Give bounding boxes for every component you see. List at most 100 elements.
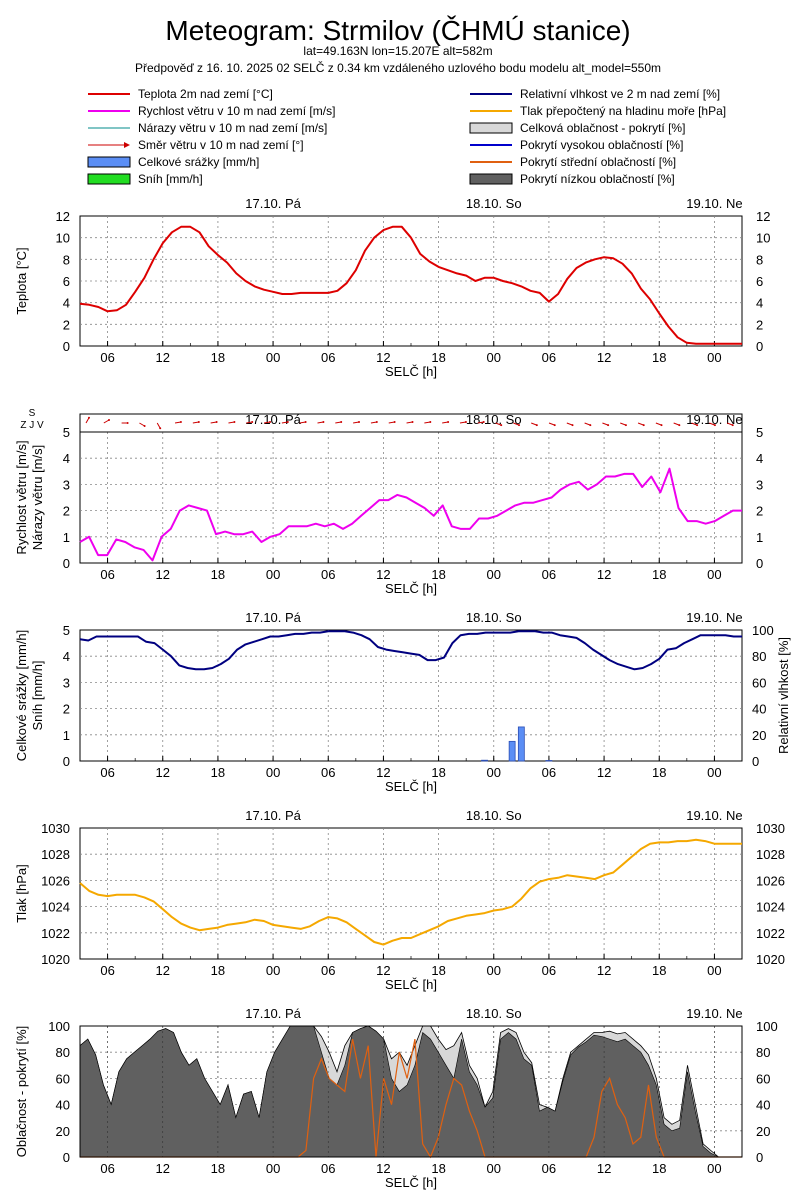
wind-arrow-head [500, 424, 503, 427]
x-tick-label: 18 [431, 963, 445, 978]
wind-arrow-head [553, 424, 556, 427]
y-tick-label-left: 8 [63, 252, 70, 267]
y-tick-label-right: 60 [756, 1071, 770, 1086]
x-tick-label: 06 [100, 1161, 114, 1176]
series-line-pressure [79, 838, 742, 946]
wind-arrow-head [696, 424, 699, 427]
y2-tick-label: 80 [752, 649, 766, 664]
y-tick-label-left: 100 [48, 1019, 70, 1034]
y-tick-label-left: 60 [56, 1071, 70, 1086]
y-axis-label: Rychlost větru [m/s] [14, 440, 29, 554]
wind-arrow [566, 422, 573, 426]
wind-arrow [210, 421, 217, 424]
x-tick-label: 12 [597, 350, 611, 365]
y-tick-label-left: 4 [63, 649, 70, 664]
x-tick-label: 00 [707, 567, 721, 582]
wind-arrow-head [713, 424, 716, 427]
wind-arrow [548, 422, 555, 426]
x-tick-label: 18 [652, 765, 666, 780]
wind-arrow [691, 422, 698, 426]
wind-arrow [602, 422, 609, 426]
y-tick-label-left: 1030 [41, 821, 70, 836]
y-axis-label: Celkové srážky [mm/h] [14, 630, 29, 761]
x-tick-label: 00 [487, 765, 501, 780]
y-tick-label-right: 1020 [756, 952, 785, 967]
x-tick-label: 06 [100, 350, 114, 365]
day-label: 18.10. So [466, 610, 522, 625]
y-tick-label-left: 3 [63, 477, 70, 492]
y-tick-label-left: 5 [63, 425, 70, 440]
wind-arrow-head [464, 421, 467, 423]
x-axis-label: SELČ [h] [385, 1175, 437, 1190]
x-tick-label: 00 [707, 1161, 721, 1176]
legend-item-left-3: Směr větru v 10 m nad zemí [°] [88, 138, 304, 152]
precip-bar [545, 760, 553, 762]
legend-item-right-4: Pokrytí střední oblačností [%] [470, 155, 676, 169]
wind-arrow-head [518, 424, 520, 427]
plot-frame-overlay [79, 1025, 743, 1158]
x-axis-label: SELČ [h] [385, 364, 437, 379]
series-low-cloud [79, 1025, 742, 1158]
y2-tick-label: 60 [752, 675, 766, 690]
y-tick-label-right: 2 [756, 317, 763, 332]
y-tick-label-left: 0 [63, 754, 70, 769]
legend-label: Rychlost větru v 10 m nad zemí [m/s] [138, 104, 335, 118]
y-tick-label-right: 100 [756, 1019, 778, 1034]
day-label: 18.10. So [466, 196, 522, 211]
legend-item-right-3: Pokrytí vysokou oblačností [%] [470, 138, 683, 152]
y-tick-label-right: 6 [756, 274, 763, 289]
x-tick-label: 00 [266, 350, 280, 365]
x-tick-label: 18 [211, 765, 225, 780]
wind-arrow-head [159, 427, 162, 430]
x-tick-label: 18 [211, 963, 225, 978]
y-axis-label-2: Nárazy větru [m/s] [30, 445, 45, 550]
legend-swatch-box [469, 173, 513, 185]
x-tick-label: 12 [597, 567, 611, 582]
x-tick-label: 00 [487, 1161, 501, 1176]
legend-item-right-0: Relativní vlhkost ve 2 m nad zemí [%] [470, 87, 720, 101]
page-title: Meteogram: Strmilov (ČHMÚ stanice) [165, 15, 630, 46]
y-tick-label-left: 2 [63, 317, 70, 332]
y-tick-label-left: 3 [63, 675, 70, 690]
y-tick-label-right: 1028 [756, 847, 785, 862]
x-tick-label: 00 [707, 765, 721, 780]
x-tick-label: 18 [211, 1161, 225, 1176]
plot-frame [79, 431, 743, 564]
y-tick-label-right: 1024 [756, 900, 785, 915]
x-tick-label: 12 [376, 765, 390, 780]
y2-axis-label: Relativní vlhkost [%] [776, 637, 791, 754]
y-tick-label-right: 3 [756, 477, 763, 492]
legend-label: Celkové srážky [mm/h] [138, 155, 259, 169]
legend-item-left-1: Rychlost větru v 10 m nad zemí [m/s] [88, 104, 335, 118]
x-tick-label: 06 [100, 765, 114, 780]
legend-label: Sníh [mm/h] [138, 172, 203, 186]
x-tick-label: 06 [542, 567, 556, 582]
wind-arrow-head [322, 421, 325, 423]
x-tick-label: 06 [321, 567, 335, 582]
legend-swatch-box [87, 173, 131, 185]
y-tick-label-left: 1 [63, 728, 70, 743]
y-tick-label-left: 0 [63, 1150, 70, 1165]
wind-arrow [477, 421, 484, 424]
wind-arrow-head [393, 421, 396, 423]
wind-arrow-head [678, 424, 681, 427]
legend-label: Tlak přepočtený na hladinu moře [hPa] [520, 104, 726, 118]
x-tick-label: 00 [707, 350, 721, 365]
wind-arrow [673, 422, 680, 426]
x-tick-label: 06 [542, 1161, 556, 1176]
legend-item-left-2: Nárazy větru v 10 m nad zemí [m/s] [88, 121, 327, 135]
x-tick-label: 00 [487, 963, 501, 978]
y-tick-label-left: 20 [56, 1124, 70, 1139]
day-label: 17.10. Pá [245, 808, 301, 823]
x-tick-label: 18 [652, 350, 666, 365]
x-tick-label: 06 [100, 963, 114, 978]
y-tick-label-right: 0 [756, 556, 763, 571]
y2-tick-label: 0 [752, 754, 759, 769]
y-tick-label-left: 2 [63, 504, 70, 519]
y-tick-label-left: 2 [63, 702, 70, 717]
wind-arrow-head [429, 421, 432, 423]
y-tick-label-right: 5 [756, 425, 763, 440]
wind-arrow [192, 421, 199, 424]
